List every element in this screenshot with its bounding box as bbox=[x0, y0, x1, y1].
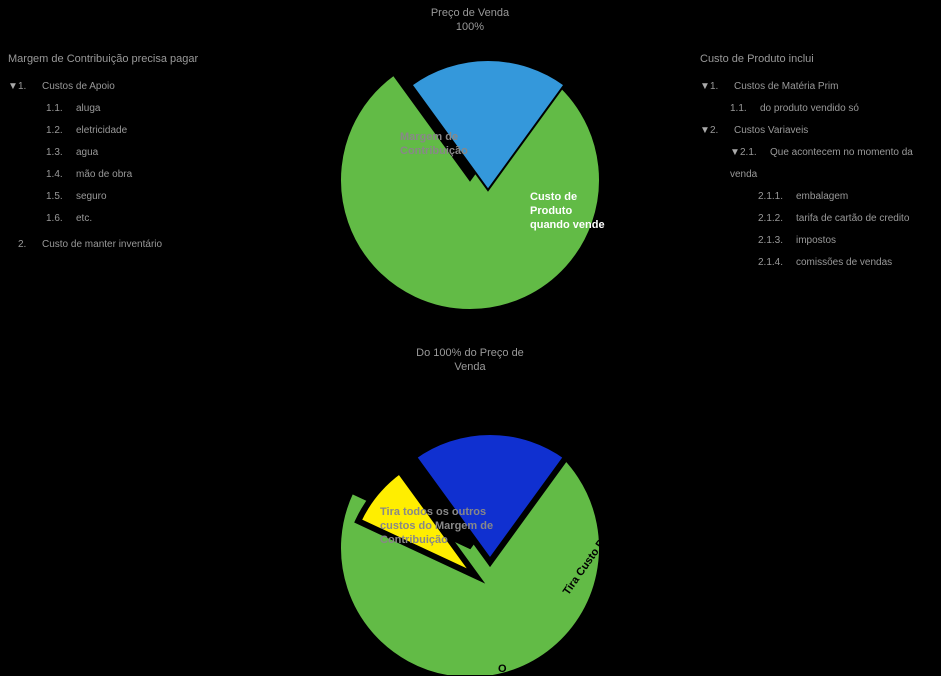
pie-slice-label: Custo de Produto quando vende bbox=[530, 191, 605, 231]
pie-slice-label: Tira todos os outros custos do Margem de… bbox=[380, 506, 493, 546]
pie-bottom-green-label: Tira todos os outros custos do Margem de… bbox=[380, 505, 510, 547]
pie-bottom-yellow-label: O bbox=[498, 662, 507, 676]
pie-slice-label: O bbox=[498, 663, 507, 675]
pie-chart-bottom bbox=[340, 432, 600, 675]
pie-slice-label: Margem de Contribuição bbox=[400, 131, 468, 157]
charts-svg bbox=[0, 0, 941, 675]
pie-top-green-label: Margem de Contribuição bbox=[400, 130, 520, 158]
pie-top-blue-label: Custo de Produto quando vende bbox=[530, 190, 610, 232]
pie-chart-top bbox=[340, 60, 600, 310]
